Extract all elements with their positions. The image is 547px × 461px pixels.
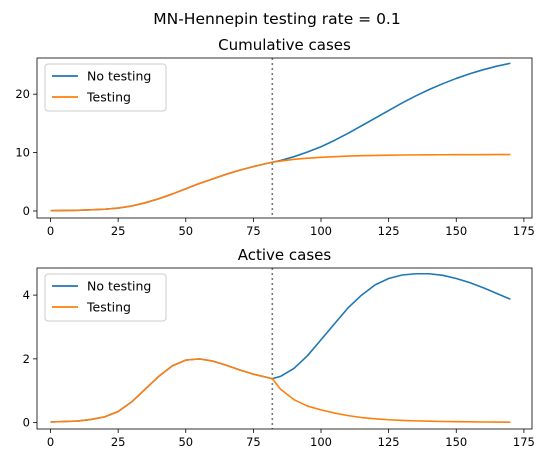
y-tick-label: 0 [23,204,30,218]
active-cases-axes: Active cases 0 25 50 75 100 125 150 175 0 2 4 No tes… [23,246,535,449]
legend-label: No testing [87,69,151,84]
axes-frame [36,267,533,430]
x-tick-label: 25 [111,224,126,238]
x-tick-label: 50 [178,435,193,449]
axes-title: Cumulative cases [218,36,351,54]
series-line-testing [50,358,511,423]
axes-title: Active cases [238,246,332,264]
x-tick-label: 150 [445,435,467,449]
y-tick-label: 4 [23,288,30,302]
axes-frame [36,57,533,219]
x-tick-label: 175 [513,435,535,449]
x-tick-label: 100 [310,435,332,449]
cumulative-cases-axes: Cumulative cases 0 25 50 75 100 125 150 175 0 10 20… [15,36,535,238]
x-tick-label: 25 [111,435,126,449]
x-tick-label: 0 [47,224,54,238]
legend-label: No testing [87,279,151,294]
x-tick-label: 175 [513,224,535,238]
x-tick-label: 75 [246,435,261,449]
series-line-testing [50,153,511,212]
x-tick-label: 125 [378,435,400,449]
x-tick-label: 125 [378,224,400,238]
y-tick-label: 0 [23,416,30,430]
y-tick-label: 10 [15,146,30,160]
y-tick-label: 2 [23,352,30,366]
legend-label: Testing [86,300,131,315]
x-tick-label: 75 [246,224,261,238]
y-tick-label: 20 [15,87,30,101]
x-tick-label: 100 [310,224,332,238]
x-tick-label: 50 [178,224,193,238]
x-tick-label: 0 [47,435,54,449]
x-tick-label: 150 [445,224,467,238]
figure-suptitle: MN-Hennepin testing rate = 0.1 [153,10,400,28]
legend-label: Testing [86,90,131,105]
